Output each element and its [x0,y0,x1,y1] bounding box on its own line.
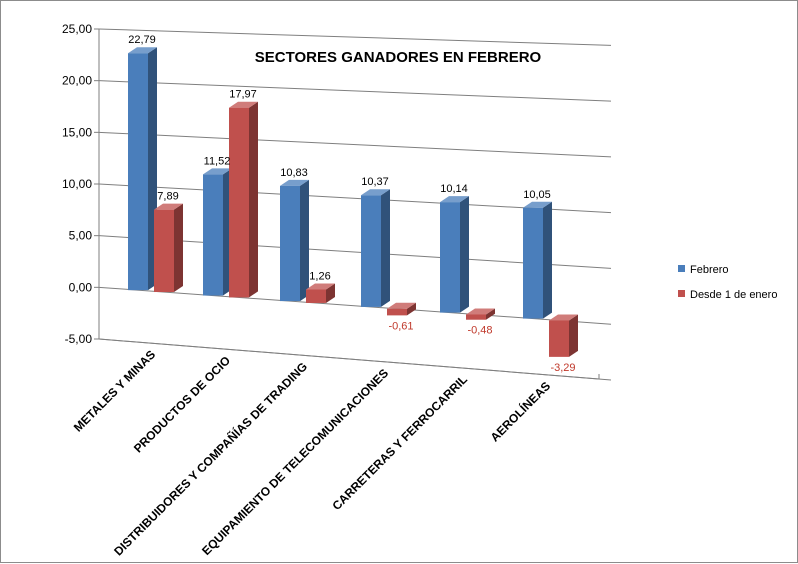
y-tick-label: 20,00 [62,74,92,88]
desde-1-de-enero-bar-aerolineas-side [569,314,578,357]
desde-1-de-enero-bar-metales-y-minas-side [174,203,183,293]
y-tick-label: 25,00 [62,22,92,36]
desde-1-de-enero-label-metales-y-minas: 7,89 [157,191,178,203]
category-label-distribuidores-y-companias-de-trading: DISTRIBUIDORES Y COMPAÑÍAS DE TRADING [110,359,310,559]
y-tick-label: -5,00 [65,332,93,346]
febrero-bar-equipamiento-de-telecomunicaciones-side [381,189,390,307]
febrero-bar-distribuidores-y-companias-de-trading [280,185,300,302]
desde-1-de-enero-bar-aerolineas-top [549,314,578,321]
desde-1-de-enero-bar-metales-y-minas [154,209,174,293]
chart-title: SECTORES GANADORES EN FEBRERO [255,49,542,66]
desde-1-de-enero-bar-carreteras-y-ferrocarril-top [466,308,495,315]
febrero-bar-aerolineas-top [523,201,552,208]
febrero-bar-productos-de-ocio-top [203,168,232,175]
febrero-bar-distribuidores-y-companias-de-trading-side [300,179,309,302]
bars [128,47,578,357]
febrero-bar-metales-y-minas [128,53,148,291]
febrero-label-equipamiento-de-telecomunicaciones: 10,37 [361,176,389,188]
desde-1-de-enero-bar-productos-de-ocio-side [249,101,258,298]
y-tick-label: 15,00 [62,125,92,139]
febrero-label-productos-de-ocio: 11,52 [204,155,231,167]
desde-1-de-enero-bar-aerolineas [549,320,569,357]
febrero-bar-productos-de-ocio [203,174,223,296]
legend-swatch-desde-1-de-enero [678,290,685,297]
febrero-bar-carreteras-y-ferrocarril-side [460,196,469,313]
desde-1-de-enero-bar-productos-de-ocio-top [229,101,258,108]
desde-1-de-enero-bar-carreteras-y-ferrocarril [466,314,486,320]
desde-1-de-enero-label-aerolineas: -3,29 [550,362,575,374]
desde-1-de-enero-bar-equipamiento-de-telecomunicaciones-side [407,302,416,316]
desde-1-de-enero-label-equipamiento-de-telecomunicaciones: -0,61 [388,320,413,332]
desde-1-de-enero-bar-metales-y-minas-top [154,203,183,210]
gridlines [98,28,612,381]
category-label-equipamiento-de-telecomunicaciones: EQUIPAMIENTO DE TELECOMUNICACIONES [199,366,391,558]
febrero-label-carreteras-y-ferrocarril: 10,14 [440,183,468,195]
desde-1-de-enero-bar-distribuidores-y-companias-de-trading [306,289,326,303]
desde-1-de-enero-label-carreteras-y-ferrocarril: -0,48 [467,325,492,337]
category-label-metales-y-minas: METALES Y MINAS [71,347,158,434]
desde-1-de-enero-bar-distribuidores-y-companias-de-trading-top [306,283,335,290]
gridline [98,28,612,46]
febrero-label-metales-y-minas: 22,79 [128,34,156,46]
y-tick-label: 10,00 [62,177,92,191]
y-tick-label: 0,00 [69,280,93,294]
febrero-bar-equipamiento-de-telecomunicaciones [361,195,381,307]
desde-1-de-enero-bar-productos-de-ocio [229,107,249,298]
data-labels: 22,79 7,89 11,52 17,97 10,83 1,26 10,37 -0,61 10… [128,34,575,374]
legend-swatch-febrero [678,265,685,272]
febrero-bar-equipamiento-de-telecomunicaciones-top [361,189,390,196]
febrero-bar-distribuidores-y-companias-de-trading-top [280,179,309,186]
desde-1-de-enero-label-productos-de-ocio: 17,97 [229,89,257,101]
febrero-bar-metales-y-minas-top [128,47,157,54]
desde-1-de-enero-bar-carreteras-y-ferrocarril-side [486,308,495,320]
floor-edge [98,338,600,380]
febrero-bar-carreteras-y-ferrocarril [440,202,460,313]
legend-label-desde-1-de-enero: Desde 1 de enero [690,289,777,301]
gridline [98,80,612,102]
gridline [98,131,612,158]
y-tick-label: 5,00 [69,229,93,243]
febrero-label-distribuidores-y-companias-de-trading: 10,83 [280,167,308,179]
legend: Febrero Desde 1 de enero [678,264,777,301]
febrero-bar-aerolineas [523,207,543,319]
desde-1-de-enero-bar-equipamiento-de-telecomunicaciones [387,308,407,316]
category-label-carreteras-y-ferrocarril: CARRETERAS Y FERROCARRIL [329,372,470,513]
desde-1-de-enero-label-distribuidores-y-companias-de-trading: 1,26 [309,270,330,282]
febrero-label-aerolineas: 10,05 [523,189,551,201]
category-label-aerolineas: AEROLÍNEAS [487,378,553,444]
febrero-bar-aerolineas-side [543,201,552,319]
desde-1-de-enero-bar-distribuidores-y-companias-de-trading-side [326,283,335,303]
desde-1-de-enero-bar-equipamiento-de-telecomunicaciones-top [387,302,416,309]
legend-label-febrero: Febrero [690,264,729,276]
axes: -5,00 0,00 5,00 10,00 15,00 20,00 25,00 [62,22,600,380]
febrero-bar-carreteras-y-ferrocarril-top [440,196,469,203]
